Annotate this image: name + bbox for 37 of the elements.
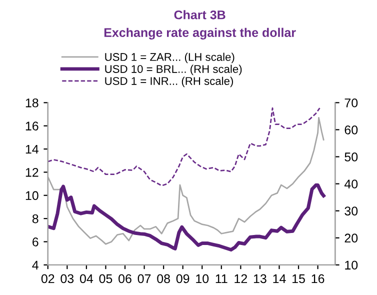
- x-tick-label: 05: [99, 274, 112, 284]
- x-tick-label: 15: [292, 274, 305, 284]
- x-tick-label: 04: [80, 274, 94, 284]
- y2-tick-label: 60: [344, 126, 358, 134]
- legend-label: USD 10 = BRL... (RH scale): [105, 64, 242, 76]
- x-tick-label: 11: [216, 274, 228, 283]
- line-series: [48, 107, 320, 186]
- y-tick-label: 14: [26, 144, 38, 154]
- y-tick-label: 4: [32, 260, 38, 270]
- y-tick-label: 10: [26, 191, 38, 200]
- x-tick-label: 06: [118, 274, 132, 284]
- y-tick-label: 8: [32, 214, 38, 224]
- y2-tick-label: 50: [344, 152, 358, 162]
- chart-subtitle: Exchange rate against the dollar: [104, 28, 296, 40]
- x-tick-label: 02: [41, 274, 54, 284]
- y2-tick-label: 20: [344, 234, 358, 243]
- x-tick-label: 03: [60, 274, 74, 284]
- x-tick-label: 13: [254, 274, 266, 284]
- y2-tick-label: 10: [345, 260, 358, 270]
- legend-label: USD 1 = ZAR... (LH scale): [105, 52, 234, 64]
- x-tick-label: 10: [196, 274, 209, 284]
- y2-tick-label: 70: [344, 98, 358, 108]
- y-tick-label: 18: [26, 98, 38, 108]
- y2-tick-label: 30: [344, 206, 358, 216]
- y-tick-label: 6: [32, 238, 38, 246]
- x-tick-label: 09: [176, 274, 190, 284]
- chart-title: Chart 3B: [174, 10, 226, 20]
- x-tick-label: 14: [273, 274, 286, 283]
- x-tick-label: 08: [157, 274, 170, 284]
- y-tick-label: 16: [26, 122, 38, 130]
- x-tick-label: 16: [312, 274, 324, 284]
- y2-tick-label: 40: [344, 180, 358, 188]
- y-tick-label: 12: [26, 168, 38, 177]
- line-series: [48, 183, 326, 252]
- x-tick-label: 07: [138, 274, 151, 284]
- x-tick-label: 12: [234, 274, 248, 283]
- legend-label: USD 1 = INR... (RH scale): [105, 76, 233, 88]
